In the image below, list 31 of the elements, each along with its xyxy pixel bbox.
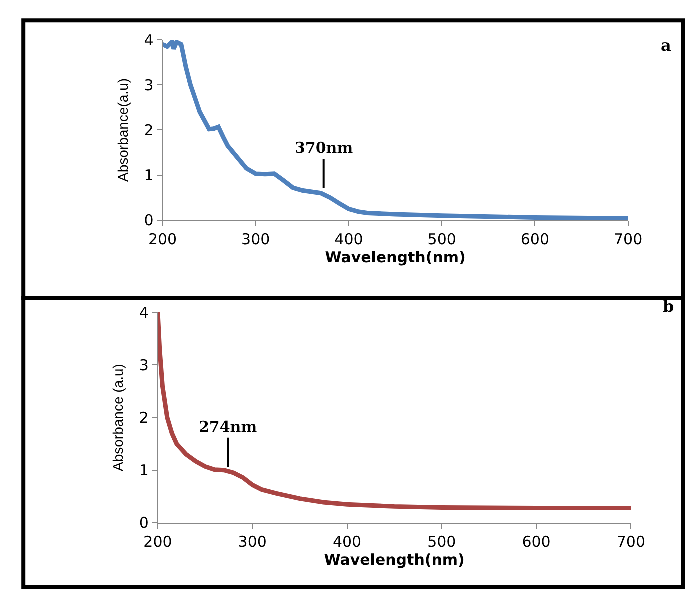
annotation: 274nm [199, 418, 258, 436]
x-tick-label: 500 [428, 532, 456, 551]
x-tick-label: 700 [616, 532, 646, 551]
line-series [158, 312, 632, 511]
x-tick-label: 500 [428, 230, 456, 248]
x-tick-label: 400 [332, 532, 362, 551]
x-tick-label: 300 [242, 230, 270, 248]
y-tick-label: 1 [139, 462, 149, 480]
y-tick-label: 1 [144, 166, 154, 185]
x-tick-label: 600 [522, 532, 551, 551]
y-tick-label: 0 [144, 212, 154, 230]
y-tick-label: 2 [139, 409, 149, 428]
x-tick-label: 300 [238, 532, 267, 551]
y-tick-label: 3 [144, 76, 154, 94]
x-tick-label: 600 [520, 230, 550, 248]
x-axis-title: Wavelength(nm) [324, 550, 465, 569]
y-tick-label: 2 [144, 121, 154, 140]
y-tick-label: 4 [144, 31, 154, 50]
y-axis-title: Absorbance (a.u) [110, 364, 126, 472]
y-tick-label: 0 [139, 514, 149, 532]
x-tick-label: 200 [148, 230, 178, 248]
x-tick-label: 400 [334, 230, 364, 248]
text: b [663, 297, 674, 316]
y-axis-title: Absorbance(a.u) [114, 78, 131, 182]
y-tick-label: 4 [139, 304, 149, 322]
x-axis-title: Wavelength(nm) [325, 248, 466, 266]
annotation: 370nm [295, 139, 354, 157]
x-tick-label: 700 [614, 230, 643, 248]
text: a [661, 36, 672, 55]
y-tick-label: 3 [139, 356, 149, 374]
x-tick-label: 200 [144, 532, 172, 551]
